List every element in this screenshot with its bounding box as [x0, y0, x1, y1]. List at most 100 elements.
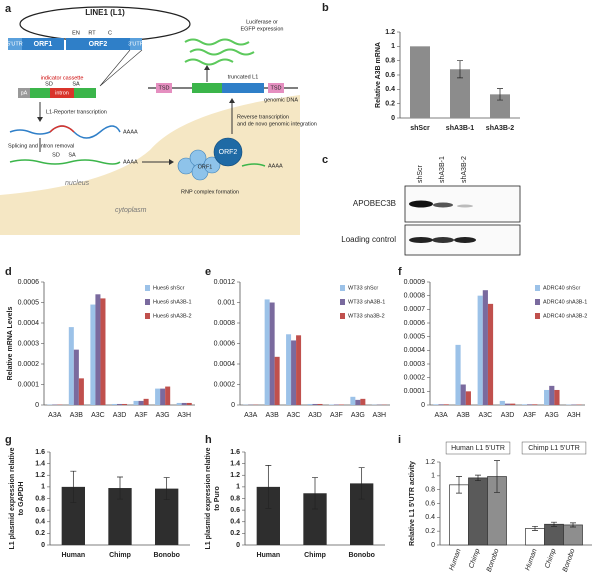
bar: [317, 403, 323, 405]
panel-letter: a: [5, 3, 12, 15]
sd-label: SD: [52, 152, 60, 158]
error-bar: [117, 476, 123, 500]
y-tick-label: 0.4: [35, 519, 45, 526]
bar: [328, 404, 334, 405]
reporter-a: [30, 88, 50, 98]
panel-letter: e: [205, 266, 211, 278]
legend-label: ADRC40 shA3B-2: [543, 313, 587, 319]
y-axis-label: Relative L1 5'UTR activity: [409, 461, 416, 546]
truncated-l1-box: [222, 83, 264, 93]
orf2-label: ORF2: [89, 41, 108, 48]
x-tick-label: A3C: [479, 412, 493, 419]
bar: [181, 402, 187, 405]
y-tick-label: 1.4: [230, 460, 240, 467]
y-tick-label: 0.0002: [18, 361, 40, 368]
band: [409, 237, 433, 243]
utr3-label: 3'UTR: [128, 41, 143, 47]
orf1: [22, 38, 64, 50]
bar: [438, 404, 444, 405]
lane-label: shA3B-1: [439, 156, 446, 183]
legend-label: ADRC40 shA3B-1: [543, 299, 587, 305]
y-tick-label: 0.0006: [214, 340, 236, 347]
rnp-complex: [177, 137, 243, 181]
bar: [160, 388, 166, 405]
bar: [286, 334, 292, 405]
y-tick-label: 0.0001: [18, 381, 40, 388]
tsd-label: TSD: [271, 85, 282, 91]
rt-step-label: Reverse transcription: [237, 114, 289, 120]
splicing-label: Splicing and intron removal: [8, 143, 74, 149]
genomic-label: genomic DNA: [264, 97, 298, 103]
bar: [350, 396, 356, 405]
legend-label: ADRC40 shScr: [543, 285, 580, 291]
rnp-rna: [241, 163, 266, 167]
legend-label: Hues6 shA3B-2: [153, 313, 192, 319]
pa-box: [18, 88, 30, 98]
bar: [490, 94, 510, 118]
bar: [544, 389, 550, 405]
y-tick-label: 0.2: [425, 528, 435, 535]
x-tick-label: A3H: [177, 412, 191, 419]
panel-letter: f: [398, 266, 402, 278]
legend-label: WT33 sha3B-2: [348, 313, 385, 319]
bar: [504, 403, 511, 405]
bar-label: Chimp: [468, 548, 482, 570]
bar: [312, 403, 318, 405]
bar: [482, 290, 488, 405]
y-tick-label: 1.6: [230, 449, 240, 456]
y-tick-label: 0.0009: [404, 279, 426, 286]
y-tick-label: 0: [35, 402, 39, 409]
y-tick-label: 0.8: [35, 495, 45, 502]
y-tick-label: 0.2: [385, 101, 395, 108]
bar: [433, 404, 439, 405]
legend-label: WT33 shA3B-1: [348, 299, 385, 305]
arrowhead: [204, 65, 210, 70]
group-label: Chimp L1 5'UTR: [528, 445, 580, 452]
transcription-label: L1-Reporter transcription: [46, 109, 107, 115]
utr5: [8, 38, 22, 50]
tsd-label: TSD: [159, 85, 170, 91]
x-tick-label: Bonobo: [348, 552, 374, 559]
error-bar: [457, 60, 463, 79]
spliced-rna: [9, 159, 121, 165]
arrowhead: [37, 117, 43, 122]
expression-rna: [184, 38, 255, 66]
row-label: APOBEC3B: [353, 199, 396, 208]
bar: [61, 486, 85, 545]
error-bar: [265, 465, 272, 509]
error-bar: [570, 522, 576, 528]
rt-step-label: and de novo genomic integration: [237, 121, 317, 127]
bar: [443, 404, 449, 405]
x-tick-label: A3G: [545, 412, 559, 419]
orf2: [66, 38, 130, 50]
bar: [138, 400, 144, 405]
x-tick-label: Chimp: [304, 552, 326, 559]
legend-label: Hues6 shScr: [153, 285, 185, 291]
tsd-box: [268, 83, 284, 93]
y-tick-label: 0.8: [230, 495, 240, 502]
bar: [307, 403, 313, 405]
legend-swatch: [340, 313, 345, 319]
bar: [360, 398, 366, 405]
en-label: EN: [72, 30, 80, 36]
bar: [521, 404, 528, 405]
x-tick-label: A3D: [113, 412, 127, 419]
nucleus-label: nucleus: [65, 180, 90, 187]
x-tick-label: A3B: [70, 412, 84, 419]
legend-label: WT33 shScr: [348, 285, 378, 291]
x-tick-label: A3H: [372, 412, 386, 419]
y-tick-label: 0.001: [217, 299, 235, 306]
y-tick-label: 0.0004: [214, 361, 236, 368]
bar-label: Human: [524, 548, 538, 572]
y-tick-label: 1.2: [385, 29, 395, 36]
rna: [9, 125, 121, 139]
y-tick-label: 0.2: [230, 530, 240, 537]
sa-label: SA: [68, 152, 76, 158]
bar: [256, 486, 280, 545]
utr5-label: 5'UTR: [7, 41, 22, 47]
sd-label: SD: [45, 81, 53, 87]
y-tick-label: 0: [231, 402, 235, 409]
row-label: Loading control: [341, 235, 396, 244]
y-tick-label: 0.0006: [404, 320, 426, 327]
